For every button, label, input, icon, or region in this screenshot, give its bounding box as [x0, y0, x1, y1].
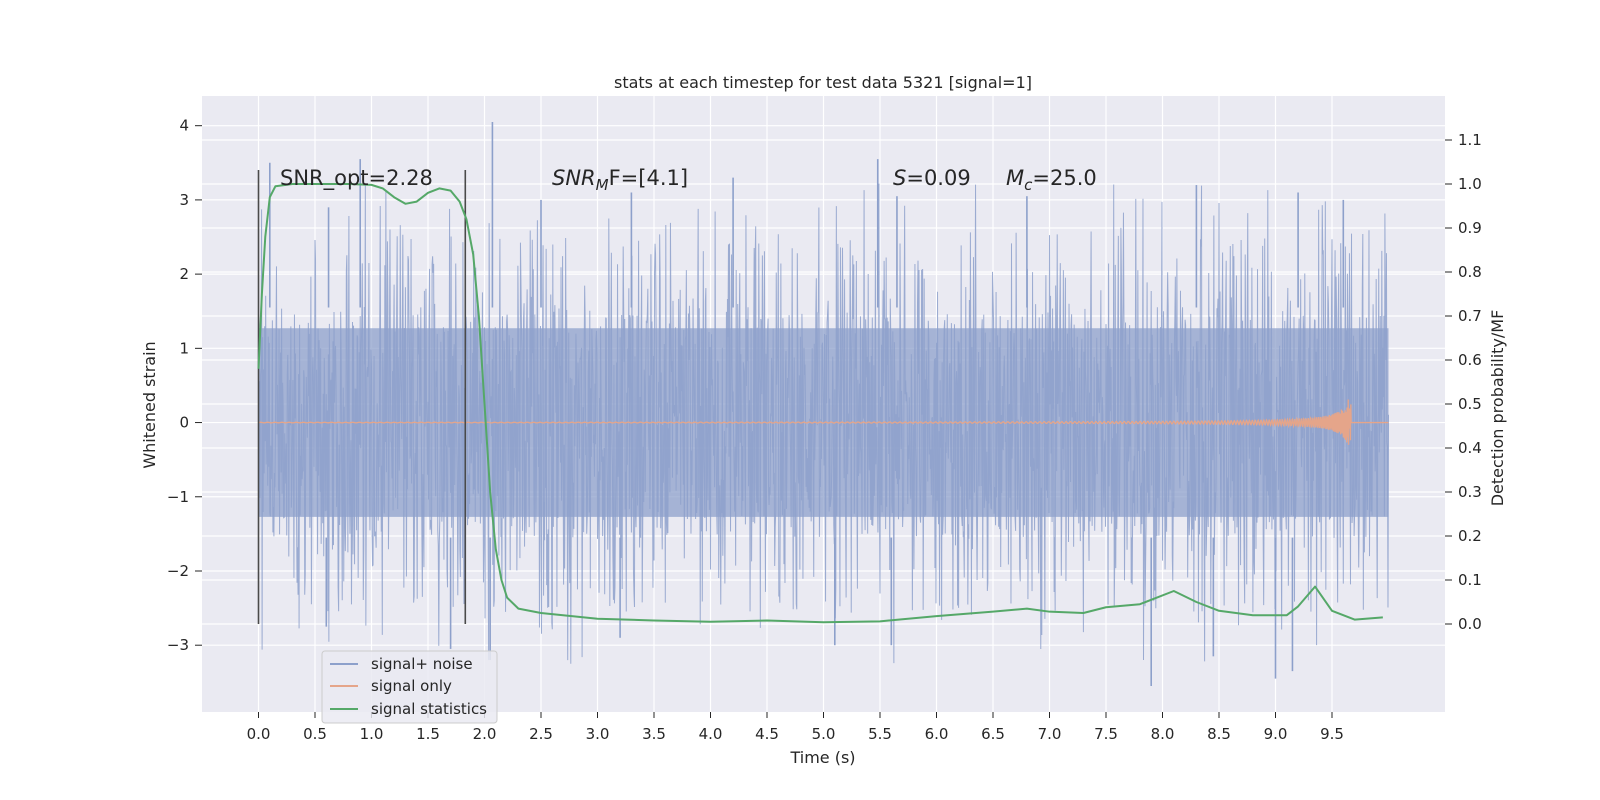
- x-tick-label: 8.5: [1207, 725, 1231, 743]
- annotation-s-var: S: [893, 166, 906, 190]
- x-tick-label: 4.0: [699, 725, 723, 743]
- annotation-mc: Mc=25.0: [1006, 166, 1097, 194]
- right-y-tick-label: 0.4: [1458, 439, 1482, 457]
- annotation-snr-mf-sub: M: [596, 176, 609, 194]
- left-y-tick-label: 2: [179, 265, 189, 283]
- right-y-tick-label: 0.3: [1458, 483, 1482, 501]
- legend: signal+ noise signal only signal statist…: [321, 650, 498, 724]
- annotation-s: S=0.09: [893, 166, 971, 190]
- x-tick-label: 9.5: [1320, 725, 1344, 743]
- annotation-snr-mf-rest: F=[4.1]: [609, 166, 688, 190]
- x-tick-label: 2.5: [529, 725, 553, 743]
- right-y-axis-ticks: 0.0 0.1 0.2 0.3 0.4 0.5 0.6 0.7 0.8 0.9 1.0 1.1: [1445, 131, 1482, 633]
- x-tick-label: 4.5: [755, 725, 779, 743]
- left-y-tick-label: 3: [179, 191, 189, 209]
- annotation-snr-mf: SNRMF=[4.1]: [552, 166, 688, 194]
- right-y-tick-label: 0.5: [1458, 395, 1482, 413]
- x-tick-label: 1.5: [416, 725, 440, 743]
- left-y-tick-label: −1: [167, 488, 189, 506]
- left-y-tick-label: 0: [179, 414, 189, 432]
- signal-trace: [258, 399, 1389, 445]
- left-y-tick-label: 4: [179, 117, 189, 135]
- x-tick-label: 1.0: [360, 725, 384, 743]
- right-y-tick-label: 0.2: [1458, 527, 1482, 545]
- legend-label-signal-noise: signal+ noise: [371, 655, 473, 673]
- left-y-axis-ticks: −3 −2 −1 0 1 2 3 4: [167, 117, 202, 654]
- right-y-tick-label: 0.6: [1458, 351, 1482, 369]
- right-y-tick-label: 0.1: [1458, 571, 1482, 589]
- left-y-tick-label: 1: [179, 339, 189, 357]
- series-signal-statistics: [257, 183, 1383, 624]
- right-y-tick-label: 1.0: [1458, 175, 1482, 193]
- series-signal-only: [258, 399, 1389, 445]
- x-tick-label: 0.0: [247, 725, 271, 743]
- statistics-line: [257, 183, 1383, 624]
- left-y-tick-label: −2: [167, 562, 189, 580]
- x-tick-label: 8.0: [1151, 725, 1175, 743]
- legend-label-signal-statistics: signal statistics: [371, 700, 487, 718]
- legend-box: [321, 650, 498, 724]
- x-tick-label: 0.5: [303, 725, 327, 743]
- x-axis-label: Time (s): [789, 748, 855, 767]
- annotation-mc-value: =25.0: [1032, 166, 1096, 190]
- chart-title: stats at each timestep for test data 532…: [614, 73, 1032, 92]
- x-tick-label: 7.0: [1038, 725, 1062, 743]
- right-y-tick-label: 0.9: [1458, 219, 1482, 237]
- right-y-tick-label: 0.0: [1458, 615, 1482, 633]
- x-tick-label: 3.5: [642, 725, 666, 743]
- annotation-mc-sub: c: [1024, 176, 1033, 194]
- right-y-tick-label: 1.1: [1458, 131, 1482, 149]
- right-y-tick-label: 0.8: [1458, 263, 1482, 281]
- annotation-s-value: =0.09: [906, 166, 970, 190]
- x-tick-label: 9.0: [1264, 725, 1288, 743]
- x-tick-label: 5.0: [812, 725, 836, 743]
- right-y-tick-label: 0.7: [1458, 307, 1482, 325]
- x-tick-label: 3.0: [586, 725, 610, 743]
- x-tick-label: 5.5: [868, 725, 892, 743]
- vertical-markers: [257, 170, 467, 624]
- left-y-axis-label: Whitened strain: [140, 341, 159, 468]
- left-y-tick-label: −3: [167, 636, 189, 654]
- x-tick-label: 6.0: [925, 725, 949, 743]
- legend-label-signal-only: signal only: [371, 677, 452, 695]
- annotation-mc-var: M: [1006, 166, 1024, 190]
- x-tick-label: 6.5: [981, 725, 1005, 743]
- annotation-snr-opt: SNR_opt=2.28: [280, 166, 433, 191]
- x-tick-label: 7.5: [1094, 725, 1118, 743]
- x-axis-ticks: 0.0 0.5 1.0 1.5 2.0 2.5 3.0 3.5 4.0 4.5 5.0 5.5 6.0 6…: [247, 712, 1344, 743]
- x-tick-label: 2.0: [473, 725, 497, 743]
- right-y-axis-label: Detection probability/MF: [1488, 310, 1507, 507]
- annotation-snr-mf-main: SNR: [552, 166, 596, 190]
